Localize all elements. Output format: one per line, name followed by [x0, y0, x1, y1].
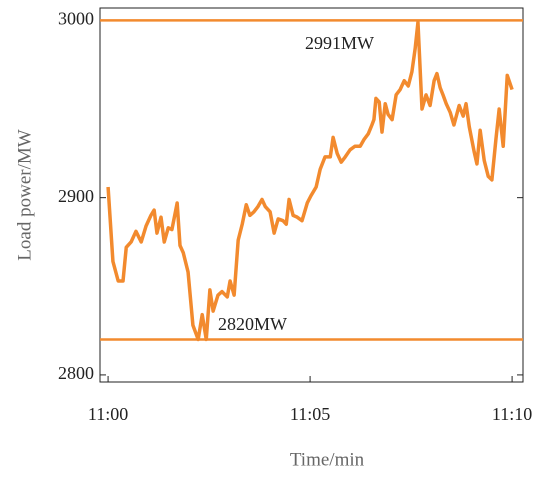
- x-axis-title: Time/min: [290, 449, 365, 470]
- x-tick-label: 11:00: [88, 404, 128, 424]
- y-tick-label: 2800: [58, 363, 94, 383]
- annotation: 2991MW: [305, 33, 374, 53]
- x-tick-label: 11:05: [290, 404, 330, 424]
- annotation: 2820MW: [218, 314, 287, 334]
- y-tick-label: 2900: [58, 186, 94, 206]
- y-axis-title: Load power/MW: [14, 129, 35, 260]
- series-line: [106, 20, 514, 342]
- plot-frame: [99, 7, 524, 383]
- y-tick-label: 3000: [58, 9, 94, 29]
- x-tick-label: 11:10: [492, 404, 532, 424]
